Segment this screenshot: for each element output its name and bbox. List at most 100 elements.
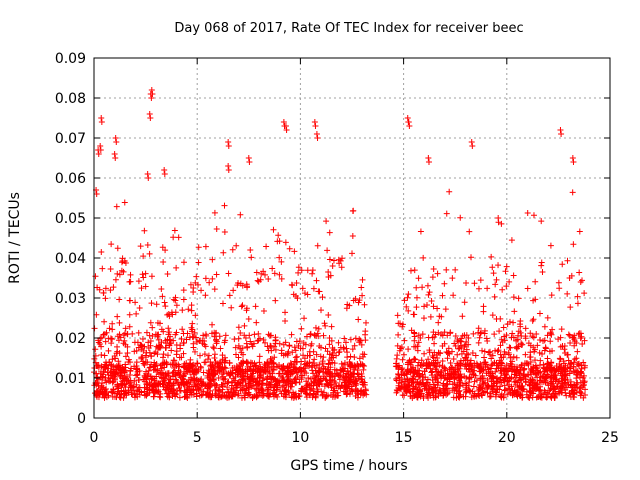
data-point (346, 359, 353, 366)
data-point (550, 375, 557, 382)
data-point (97, 389, 104, 396)
data-point (211, 345, 218, 352)
data-point (267, 343, 274, 350)
data-point (524, 360, 531, 367)
data-point (266, 391, 273, 398)
data-point (507, 344, 514, 351)
data-point (333, 370, 340, 377)
data-point (358, 376, 365, 383)
data-point (309, 394, 316, 401)
data-point (272, 392, 279, 399)
data-point (206, 374, 213, 381)
data-point (180, 287, 187, 294)
data-point (546, 348, 553, 355)
data-point (343, 380, 350, 387)
data-point (337, 344, 344, 351)
data-point (510, 272, 517, 279)
data-point (291, 393, 298, 400)
data-point (450, 394, 457, 401)
data-point (491, 359, 498, 366)
data-point (198, 364, 205, 371)
data-point (118, 259, 125, 266)
data-point (117, 334, 124, 341)
data-point (148, 87, 155, 93)
data-point (310, 370, 317, 377)
data-point (226, 359, 233, 366)
data-point (418, 390, 425, 397)
data-point (299, 345, 306, 352)
data-point (355, 299, 362, 306)
data-point (218, 381, 225, 388)
data-point (581, 337, 588, 344)
data-point (430, 387, 437, 394)
data-point (173, 302, 180, 309)
data-point (212, 359, 219, 366)
data-point (312, 377, 319, 384)
data-point (107, 287, 114, 294)
data-point (265, 384, 272, 391)
data-point (126, 278, 133, 285)
data-point (312, 367, 319, 374)
data-point (226, 292, 233, 299)
data-point (401, 297, 408, 304)
data-point (468, 139, 475, 145)
data-point (331, 360, 338, 367)
data-point (415, 391, 422, 398)
data-point (140, 274, 147, 281)
data-point (116, 319, 123, 326)
data-points (91, 87, 589, 401)
data-point (328, 323, 335, 330)
data-point (307, 352, 314, 359)
data-point (183, 389, 190, 396)
data-point (557, 370, 564, 377)
data-point (456, 393, 463, 400)
data-point (114, 333, 121, 340)
data-point (394, 312, 401, 319)
data-point (115, 388, 122, 395)
data-point (407, 267, 414, 274)
data-point (201, 341, 208, 348)
data-point (449, 275, 456, 282)
data-point (272, 334, 279, 341)
data-point (455, 388, 462, 395)
data-point (576, 374, 583, 381)
x-tick-label: 25 (601, 430, 619, 446)
data-point (475, 387, 482, 394)
data-point (326, 229, 333, 236)
data-point (477, 368, 484, 375)
data-point (567, 381, 574, 388)
data-point (242, 368, 249, 375)
data-point (547, 374, 554, 381)
data-point (101, 330, 108, 337)
data-point (463, 346, 470, 353)
data-point (362, 337, 369, 344)
data-point (522, 335, 529, 342)
data-point (170, 361, 177, 368)
data-point (338, 264, 345, 271)
data-point (425, 356, 432, 363)
data-point (109, 336, 116, 343)
data-point (518, 340, 525, 347)
data-point (524, 285, 531, 292)
data-point (340, 345, 347, 352)
data-point (221, 339, 228, 346)
data-point (449, 364, 456, 371)
data-point (431, 340, 438, 347)
data-point (292, 347, 299, 354)
data-point (298, 358, 305, 365)
data-point (292, 390, 299, 397)
data-point (305, 375, 312, 382)
data-point (497, 367, 504, 374)
data-point (146, 111, 153, 117)
data-point (551, 372, 558, 379)
data-point (419, 284, 426, 291)
data-point (481, 354, 488, 361)
data-point (248, 254, 255, 261)
data-point (568, 360, 575, 367)
data-point (245, 385, 252, 392)
data-point (538, 262, 545, 269)
data-point (269, 265, 276, 272)
data-point (282, 392, 289, 399)
data-point (148, 353, 155, 360)
data-point (413, 294, 420, 301)
